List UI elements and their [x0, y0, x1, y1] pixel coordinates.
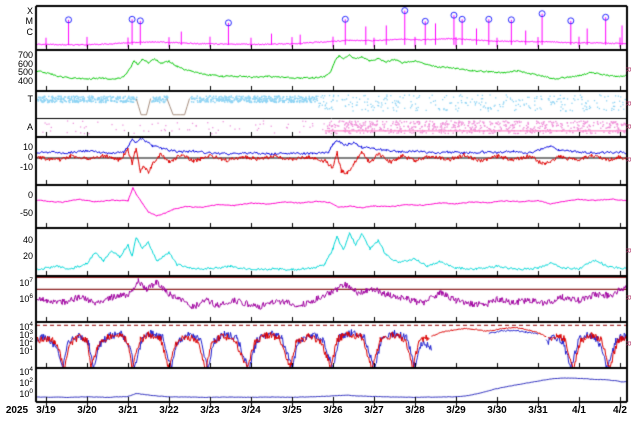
space-weather-chart-canvas: [0, 0, 634, 424]
chart-container: X M C 700 600 500 400 R T R A R 10 0 -10 R 0 -50 40 20 R 107 1…: [0, 0, 634, 424]
